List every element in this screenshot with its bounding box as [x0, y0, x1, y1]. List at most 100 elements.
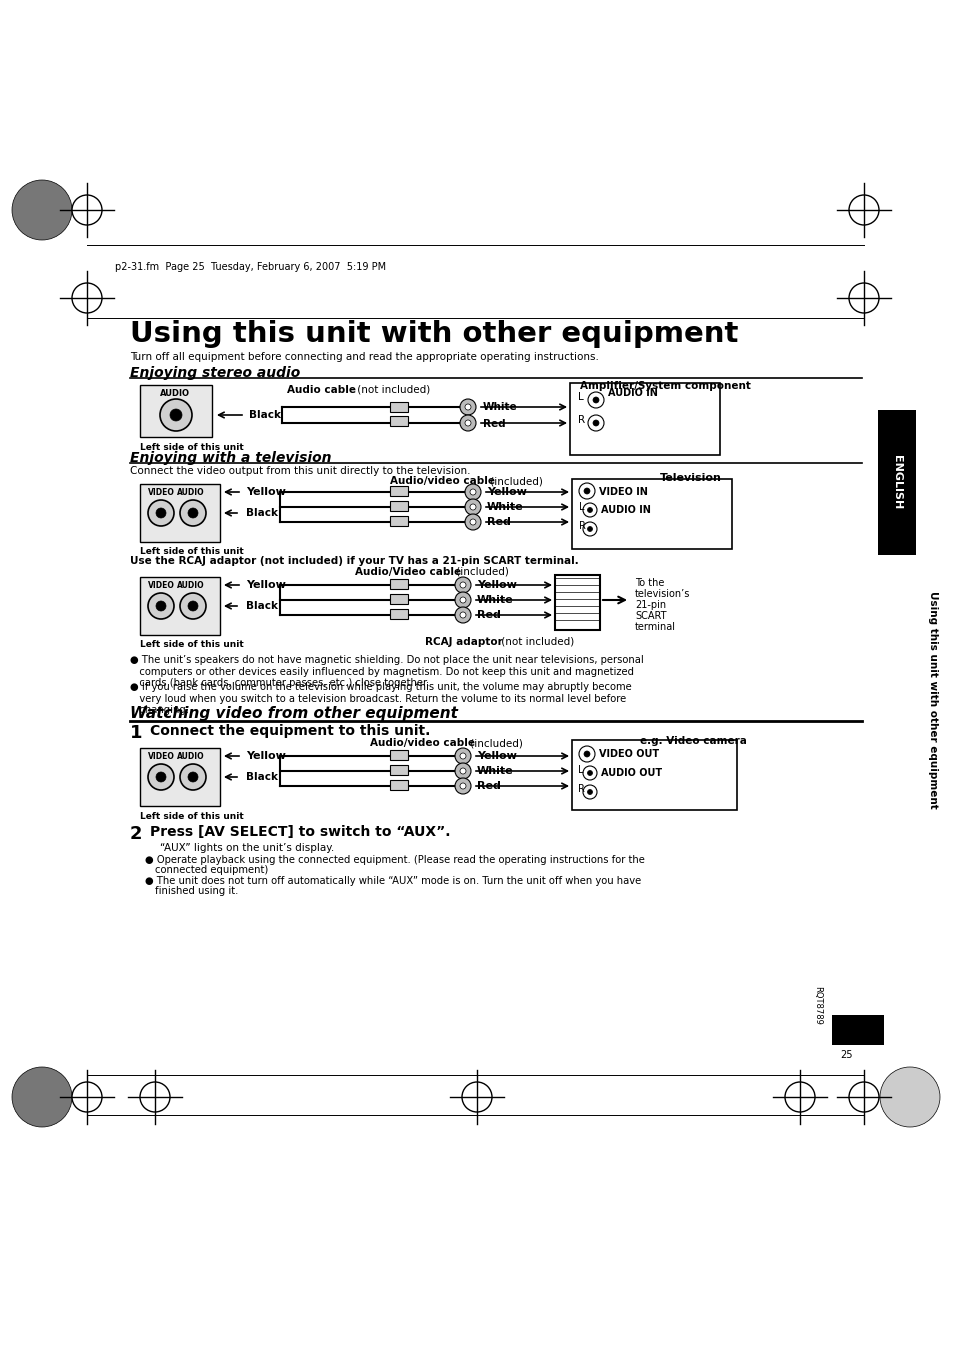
Circle shape	[470, 489, 476, 494]
Circle shape	[459, 582, 465, 588]
Text: VIDEO: VIDEO	[148, 753, 174, 761]
Text: Black: Black	[246, 508, 277, 517]
Text: Black: Black	[246, 601, 277, 611]
Text: Yellow: Yellow	[246, 486, 286, 497]
Text: Audio/Video cable: Audio/Video cable	[355, 567, 460, 577]
Circle shape	[188, 771, 198, 782]
Text: Left side of this unit: Left side of this unit	[140, 547, 244, 557]
Bar	[831, 1015, 883, 1046]
Text: Using this unit with other equipment: Using this unit with other equipment	[130, 320, 738, 349]
Text: e.g. Video camera: e.g. Video camera	[639, 736, 746, 746]
Text: p2-31.fm  Page 25  Tuesday, February 6, 2007  5:19 PM: p2-31.fm Page 25 Tuesday, February 6, 20…	[115, 262, 386, 272]
Text: AUDIO IN: AUDIO IN	[600, 505, 650, 515]
Text: White: White	[486, 503, 523, 512]
Circle shape	[583, 488, 589, 494]
Text: RCAJ adaptor: RCAJ adaptor	[424, 638, 502, 647]
Text: ● The unit’s speakers do not have magnetic shielding. Do not place the unit near: ● The unit’s speakers do not have magnet…	[130, 655, 643, 688]
Circle shape	[160, 399, 192, 431]
Text: Black: Black	[249, 409, 281, 420]
Circle shape	[784, 1082, 814, 1112]
Text: connected equipment): connected equipment)	[154, 865, 268, 875]
Text: R: R	[578, 415, 584, 426]
Circle shape	[12, 1067, 71, 1127]
Text: AUDIO OUT: AUDIO OUT	[600, 767, 661, 778]
Circle shape	[156, 771, 166, 782]
Text: Black: Black	[246, 771, 277, 782]
Text: Audio/video cable: Audio/video cable	[390, 476, 495, 486]
Circle shape	[583, 751, 589, 757]
Text: AUDIO: AUDIO	[177, 488, 204, 497]
Text: ENGLISH: ENGLISH	[891, 455, 901, 509]
Text: Enjoying stereo audio: Enjoying stereo audio	[130, 366, 300, 380]
Bar	[555, 576, 599, 630]
Text: Red: Red	[476, 781, 500, 790]
Circle shape	[578, 746, 595, 762]
Circle shape	[464, 499, 480, 515]
Circle shape	[582, 766, 597, 780]
Circle shape	[12, 180, 71, 240]
Circle shape	[459, 767, 465, 774]
Bar	[140, 577, 220, 635]
Bar	[572, 480, 731, 549]
Text: 25: 25	[840, 1050, 852, 1061]
Circle shape	[180, 593, 206, 619]
Text: AUDIO IN: AUDIO IN	[607, 388, 658, 399]
Text: Audio cable: Audio cable	[287, 385, 355, 394]
Circle shape	[593, 420, 598, 426]
Circle shape	[879, 1067, 939, 1127]
Circle shape	[455, 607, 471, 623]
Text: ● Operate playback using the connected equipment. (Please read the operating ins: ● Operate playback using the connected e…	[145, 855, 644, 865]
Circle shape	[464, 420, 471, 426]
Circle shape	[180, 500, 206, 526]
Circle shape	[156, 601, 166, 611]
Circle shape	[459, 399, 476, 415]
Text: Press [AV SELECT] to switch to “AUX”.: Press [AV SELECT] to switch to “AUX”.	[150, 825, 450, 839]
Text: ● The unit does not turn off automatically while “AUX” mode is on. Turn the unit: ● The unit does not turn off automatical…	[145, 875, 640, 886]
Text: Audio/video cable: Audio/video cable	[370, 738, 475, 748]
Text: television’s: television’s	[635, 589, 690, 598]
Circle shape	[455, 763, 471, 780]
Text: (included): (included)	[486, 476, 542, 486]
Circle shape	[464, 404, 471, 409]
Circle shape	[587, 789, 592, 794]
Text: AUDIO: AUDIO	[177, 581, 204, 590]
Text: RQT8789: RQT8789	[813, 986, 821, 1024]
Circle shape	[459, 612, 465, 617]
Text: Left side of this unit: Left side of this unit	[140, 443, 244, 453]
Circle shape	[140, 1082, 170, 1112]
Bar	[140, 385, 212, 436]
Circle shape	[578, 484, 595, 499]
Text: Red: Red	[482, 419, 505, 430]
Text: VIDEO OUT: VIDEO OUT	[598, 748, 659, 759]
Text: Yellow: Yellow	[476, 751, 517, 761]
Circle shape	[587, 508, 592, 512]
Bar	[390, 765, 408, 775]
Bar	[140, 484, 220, 542]
Circle shape	[587, 415, 603, 431]
Circle shape	[464, 513, 480, 530]
Text: (not included): (not included)	[354, 385, 430, 394]
Circle shape	[188, 601, 198, 611]
Text: L: L	[578, 765, 583, 775]
Text: Yellow: Yellow	[246, 580, 286, 590]
Text: White: White	[476, 766, 513, 775]
Text: terminal: terminal	[635, 621, 676, 632]
Text: (included): (included)	[467, 738, 522, 748]
Circle shape	[461, 1082, 492, 1112]
Circle shape	[587, 527, 592, 531]
Bar	[572, 740, 737, 811]
Circle shape	[459, 415, 476, 431]
Circle shape	[470, 504, 476, 509]
Circle shape	[455, 748, 471, 765]
Circle shape	[582, 785, 597, 798]
Bar	[390, 780, 408, 790]
Bar	[390, 516, 408, 526]
Bar	[390, 403, 408, 412]
Circle shape	[587, 392, 603, 408]
Text: Left side of this unit: Left side of this unit	[140, 640, 244, 648]
Circle shape	[593, 397, 598, 403]
Text: ● If you raise the volume on the television while playing this unit, the volume : ● If you raise the volume on the televis…	[130, 682, 631, 715]
Bar	[569, 382, 720, 455]
Circle shape	[848, 1082, 878, 1112]
Bar	[390, 609, 408, 619]
